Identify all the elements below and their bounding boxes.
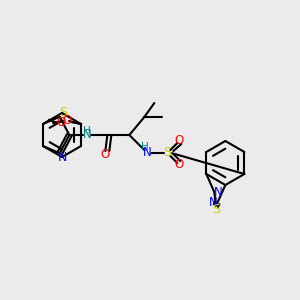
Text: O: O [56, 116, 66, 128]
Text: O: O [62, 115, 72, 128]
Text: N: N [209, 196, 218, 209]
Text: N: N [214, 185, 223, 199]
Text: N: N [58, 151, 68, 164]
Text: S: S [59, 106, 67, 119]
Text: N: N [143, 146, 152, 160]
Text: O: O [101, 148, 110, 161]
Text: H: H [142, 142, 149, 152]
Text: H: H [83, 126, 91, 136]
Text: S: S [212, 203, 220, 216]
Text: O: O [175, 134, 184, 148]
Text: O: O [175, 158, 184, 172]
Text: N: N [83, 128, 92, 142]
Text: S: S [163, 146, 172, 160]
